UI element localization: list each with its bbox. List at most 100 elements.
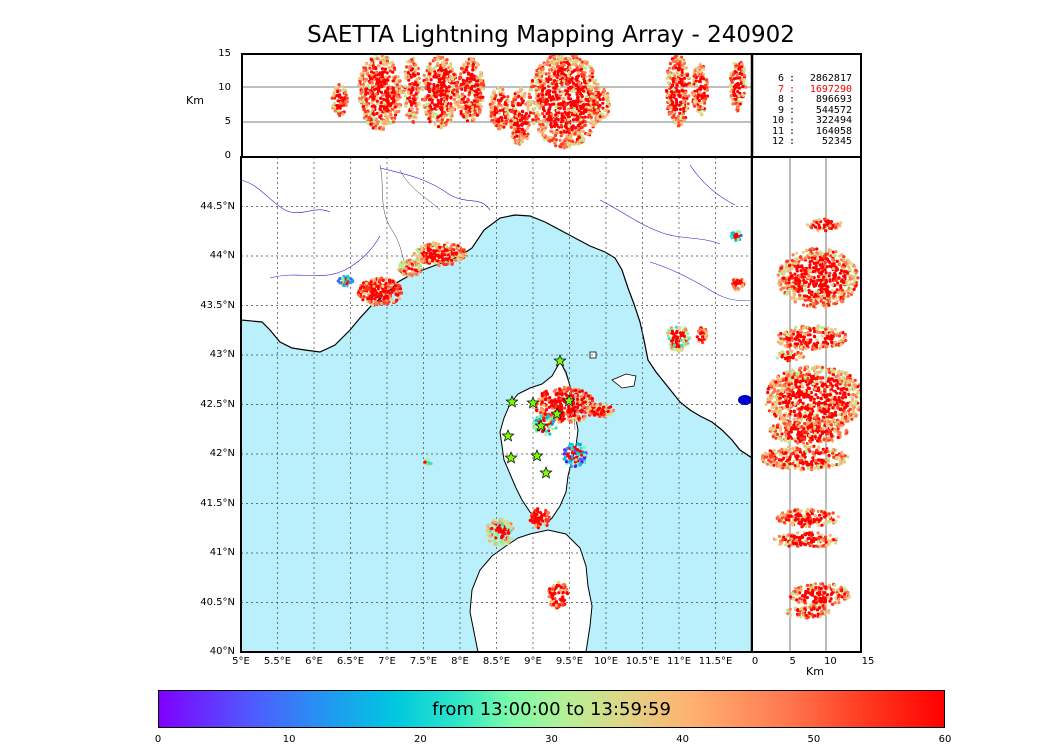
lon-tick-label: 8°E <box>451 656 469 667</box>
count-sep: : <box>788 73 796 84</box>
lon-tick-label: 9.5°E <box>555 656 584 667</box>
count-sep: : <box>788 125 796 137</box>
count-row: 6: 2862817 <box>753 73 861 85</box>
altitude-lat-cluster <box>776 246 860 310</box>
lat-tick-label: 43.5°N <box>200 299 235 311</box>
side-xtick-label: 15 <box>861 656 875 667</box>
altitude-lat-cluster <box>760 444 850 472</box>
altitude-time-cluster <box>420 54 460 130</box>
colorbar-tick-label: 20 <box>413 734 427 745</box>
storm-cluster <box>356 276 404 307</box>
count-lvl: 7 <box>777 83 784 95</box>
count-row: 7: 1697290 <box>753 83 861 96</box>
colorbar-tick-label: 10 <box>282 734 296 745</box>
count-sep: : <box>788 136 796 147</box>
map-panel <box>241 157 752 652</box>
count-val: 52345 <box>821 136 852 147</box>
altitude-time-cluster <box>402 56 422 124</box>
storm-cluster <box>665 325 692 353</box>
star-icon <box>539 466 553 479</box>
top-ytick-label: 10 <box>218 82 231 93</box>
altitude-time-panel <box>242 54 751 156</box>
storm-cluster <box>485 517 515 547</box>
lon-tick-label: 7°E <box>378 656 396 667</box>
altitude-time-cluster <box>588 87 612 122</box>
star-icon <box>534 419 548 432</box>
storm-cluster <box>729 229 743 242</box>
lon-tick-label: 11°E <box>666 656 692 667</box>
top-ytick-label: 15 <box>218 48 231 59</box>
altitude-lat-cluster <box>786 605 831 620</box>
side-frame <box>751 156 862 653</box>
lon-tick-label: 11.5°E <box>698 656 733 667</box>
altitude-time-cluster <box>728 60 748 113</box>
lat-tick-label: 40.5°N <box>200 596 235 608</box>
count-lvl: 12 <box>771 136 784 147</box>
count-sep: : <box>788 115 796 126</box>
star-icon <box>530 449 544 462</box>
lon-tick-label: 5.5°E <box>263 656 292 667</box>
altitude-time-cluster <box>508 86 531 146</box>
altitude-time-cluster <box>330 83 349 118</box>
count-lvl: 11 <box>771 125 784 137</box>
lon-tick-label: 10°E <box>593 656 619 667</box>
storm-cluster <box>412 241 468 268</box>
lat-tick-label: 41°N <box>209 547 235 558</box>
colorbar-tick-label: 0 <box>154 734 162 745</box>
star-icon <box>526 396 540 409</box>
side-xaxis-label: Km <box>806 665 824 678</box>
count-val: 164058 <box>815 125 852 137</box>
lon-tick-label: 7.5°E <box>409 656 438 667</box>
count-sep: : <box>788 83 796 95</box>
lon-tick-label: 5°E <box>232 656 250 667</box>
lat-tick-label: 42°N <box>209 448 235 459</box>
count-row: 9: 544572 <box>753 104 861 117</box>
top-ytick-label: 0 <box>224 150 231 161</box>
lat-tick-label: 42.5°N <box>200 398 235 410</box>
colorbar-tick-label: 60 <box>938 734 952 745</box>
time-colorbar: from 13:00:00 to 13:59:59 <box>158 690 945 728</box>
top-ytick-label: 5 <box>224 116 231 127</box>
top-frame <box>241 53 862 158</box>
lon-tick-label: 6°E <box>305 656 323 667</box>
altitude-lat-cluster <box>775 507 840 529</box>
lat-tick-label: 44°N <box>209 250 235 261</box>
count-lvl: 8 <box>777 94 784 105</box>
storm-cluster <box>396 258 423 278</box>
storm-cluster <box>336 274 355 288</box>
colorbar-tick-label: 50 <box>807 734 821 745</box>
lat-tick-label: 44.5°N <box>200 200 235 212</box>
colorbar-tick-label: 30 <box>545 734 558 745</box>
storm-cluster <box>547 580 570 610</box>
star-icon <box>550 407 564 420</box>
storm-cluster <box>738 395 752 405</box>
star-icon <box>553 354 567 367</box>
count-lvl: 6 <box>777 73 784 84</box>
star-icon <box>562 394 576 407</box>
count-val: 544572 <box>815 104 852 116</box>
lat-tick-label: 41.5°N <box>200 497 235 509</box>
storm-cluster <box>731 277 746 292</box>
altitude-time-cluster <box>691 62 710 117</box>
altitude-lat-cluster <box>805 217 843 233</box>
altitude-time-cluster <box>454 56 486 123</box>
altitude-lat-cluster <box>776 324 848 351</box>
star-icon <box>501 429 515 442</box>
altitude-lat-cluster <box>789 582 852 609</box>
source-count-table: 6: 2862817 7: 1697290 8: 896693 9: 544572 10: 322… <box>753 73 861 148</box>
lon-tick-label: 8.5°E <box>482 656 511 667</box>
top-yaxis-label: Km <box>186 94 204 107</box>
count-sep: : <box>788 104 796 116</box>
lat-tick-label: 40°N <box>209 646 235 657</box>
count-lvl: 10 <box>771 115 784 126</box>
count-val: 322494 <box>815 115 852 126</box>
side-xtick-label: 10 <box>823 656 837 667</box>
count-val: 896693 <box>815 94 852 105</box>
side-xtick-label: 5 <box>789 656 796 667</box>
count-sep: : <box>788 94 796 105</box>
storm-cluster <box>562 442 588 468</box>
count-row: 8: 896693 <box>753 94 861 106</box>
altitude-lat-cluster <box>775 349 806 363</box>
elba-island <box>611 373 637 389</box>
